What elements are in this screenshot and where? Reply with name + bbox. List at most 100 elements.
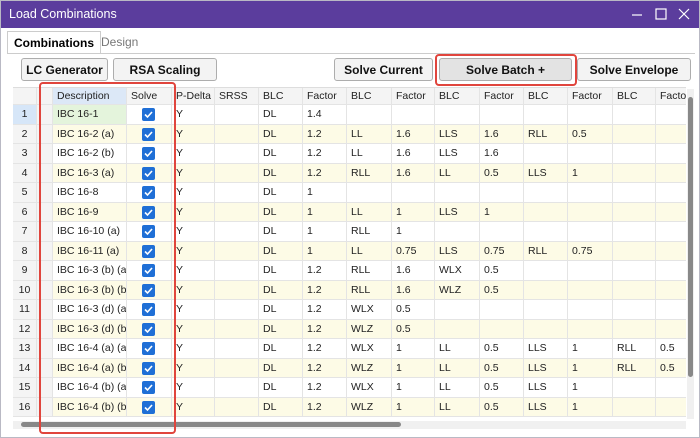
solve-checkbox[interactable] (142, 322, 155, 336)
grid-cell[interactable]: DL (259, 124, 303, 144)
grid-cell[interactable]: IBC 16-3 (b) (a) (53, 261, 127, 281)
grid-cell[interactable] (480, 105, 524, 125)
grid-cell[interactable] (568, 202, 613, 222)
grid-cell[interactable]: 0.5 (480, 358, 524, 378)
grid-cell[interactable] (215, 241, 259, 261)
grid-cell[interactable]: 0.5 (480, 163, 524, 183)
grid-cell[interactable] (613, 124, 656, 144)
grid-cell[interactable] (215, 261, 259, 281)
grid-cell[interactable] (215, 105, 259, 125)
grid-cell[interactable] (524, 183, 568, 203)
grid-cell[interactable]: 1.2 (303, 319, 347, 339)
grid-cell[interactable]: 1 (303, 241, 347, 261)
solve-checkbox[interactable] (142, 264, 155, 277)
grid-cell[interactable]: Y (172, 339, 215, 359)
grid-cell[interactable] (392, 183, 435, 203)
grid-cell[interactable] (613, 163, 656, 183)
grid-cell[interactable]: DL (259, 105, 303, 125)
grid-cell[interactable] (656, 144, 686, 164)
grid-cell[interactable]: 1 (480, 202, 524, 222)
grid-cell[interactable] (215, 280, 259, 300)
grid-cell[interactable] (524, 144, 568, 164)
solve-checkbox[interactable] (142, 147, 155, 160)
grid-cell[interactable]: WLZ (347, 319, 392, 339)
grid-cell[interactable]: LLS (524, 163, 568, 183)
grid-cell[interactable] (215, 358, 259, 378)
grid-cell[interactable]: 1.6 (392, 144, 435, 164)
grid-cell[interactable]: 1.6 (480, 124, 524, 144)
grid-cell[interactable]: LL (347, 144, 392, 164)
grid-cell[interactable]: Y (172, 397, 215, 417)
grid-cell[interactable]: 0.5 (480, 339, 524, 359)
grid-cell[interactable]: 1 (392, 378, 435, 398)
grid-cell[interactable]: RLL (613, 358, 656, 378)
grid-cell[interactable]: IBC 16-1 (53, 105, 127, 125)
grid-cell[interactable]: Y (172, 105, 215, 125)
grid-cell[interactable]: Y (172, 300, 215, 320)
grid-cell[interactable]: Y (172, 280, 215, 300)
h-scrollbar[interactable] (13, 421, 686, 429)
grid-cell[interactable]: 0.5 (480, 280, 524, 300)
grid-cell[interactable]: IBC 16-9 (53, 202, 127, 222)
grid-cell[interactable]: LLS (524, 339, 568, 359)
grid-cell[interactable]: DL (259, 319, 303, 339)
grid-cell[interactable] (215, 300, 259, 320)
grid-cell[interactable]: 1.2 (303, 144, 347, 164)
grid-cell[interactable]: Y (172, 144, 215, 164)
grid-cell[interactable] (435, 300, 480, 320)
grid-cell[interactable]: 1.6 (392, 280, 435, 300)
grid-cell[interactable] (524, 261, 568, 281)
grid-cell[interactable]: IBC 16-3 (d) (a) (53, 300, 127, 320)
tab[interactable]: Combinations (7, 31, 101, 54)
grid-cell[interactable]: 1.2 (303, 124, 347, 144)
grid-cell[interactable]: LLS (435, 144, 480, 164)
grid-cell[interactable] (435, 319, 480, 339)
grid-cell[interactable]: LL (435, 339, 480, 359)
grid-cell[interactable]: DL (259, 397, 303, 417)
grid-cell[interactable]: 1.2 (303, 358, 347, 378)
grid-cell[interactable]: RLL (524, 241, 568, 261)
grid-cell[interactable] (656, 222, 686, 242)
grid-cell[interactable] (656, 280, 686, 300)
grid-cell[interactable]: RLL (347, 261, 392, 281)
grid-cell[interactable]: 1.2 (303, 339, 347, 359)
grid-cell[interactable]: DL (259, 183, 303, 203)
grid-cell[interactable]: Y (172, 261, 215, 281)
grid-cell[interactable] (215, 378, 259, 398)
grid-cell[interactable] (524, 319, 568, 339)
grid-cell[interactable] (524, 222, 568, 242)
grid-cell[interactable] (215, 319, 259, 339)
grid-cell[interactable] (613, 319, 656, 339)
grid-cell[interactable]: 1 (392, 222, 435, 242)
grid-cell[interactable]: IBC 16-4 (a) (b) (53, 358, 127, 378)
grid-cell[interactable] (613, 183, 656, 203)
grid-cell[interactable]: 1 (392, 339, 435, 359)
grid-cell[interactable]: Y (172, 241, 215, 261)
grid-cell[interactable] (435, 105, 480, 125)
grid-cell[interactable]: DL (259, 144, 303, 164)
grid-cell[interactable]: 1 (568, 163, 613, 183)
grid-cell[interactable]: WLX (435, 261, 480, 281)
grid-cell[interactable]: 0.5 (656, 358, 686, 378)
grid-cell[interactable]: LLS (524, 397, 568, 417)
grid-cell[interactable] (524, 300, 568, 320)
button[interactable]: Solve Envelope Only (577, 58, 691, 100)
grid-cell[interactable] (613, 241, 656, 261)
grid-cell[interactable]: LLS (524, 378, 568, 398)
grid-cell[interactable]: 1.2 (303, 163, 347, 183)
grid-cell[interactable]: 1 (568, 378, 613, 398)
grid-cell[interactable]: WLX (347, 339, 392, 359)
grid-cell[interactable]: LLS (435, 241, 480, 261)
grid-cell[interactable]: DL (259, 300, 303, 320)
grid-cell[interactable]: 1 (568, 358, 613, 378)
grid-cell[interactable] (435, 183, 480, 203)
grid-cell[interactable] (215, 202, 259, 222)
button[interactable]: RSA Scaling Factor (113, 58, 217, 100)
grid-cell[interactable]: 1.6 (480, 144, 524, 164)
grid-cell[interactable]: 0.5 (480, 378, 524, 398)
grid-cell[interactable]: IBC 16-11 (a) (53, 241, 127, 261)
grid-cell[interactable] (568, 300, 613, 320)
grid-cell[interactable]: IBC 16-8 (53, 183, 127, 203)
grid-cell[interactable]: DL (259, 339, 303, 359)
grid-cell[interactable]: RLL (347, 163, 392, 183)
